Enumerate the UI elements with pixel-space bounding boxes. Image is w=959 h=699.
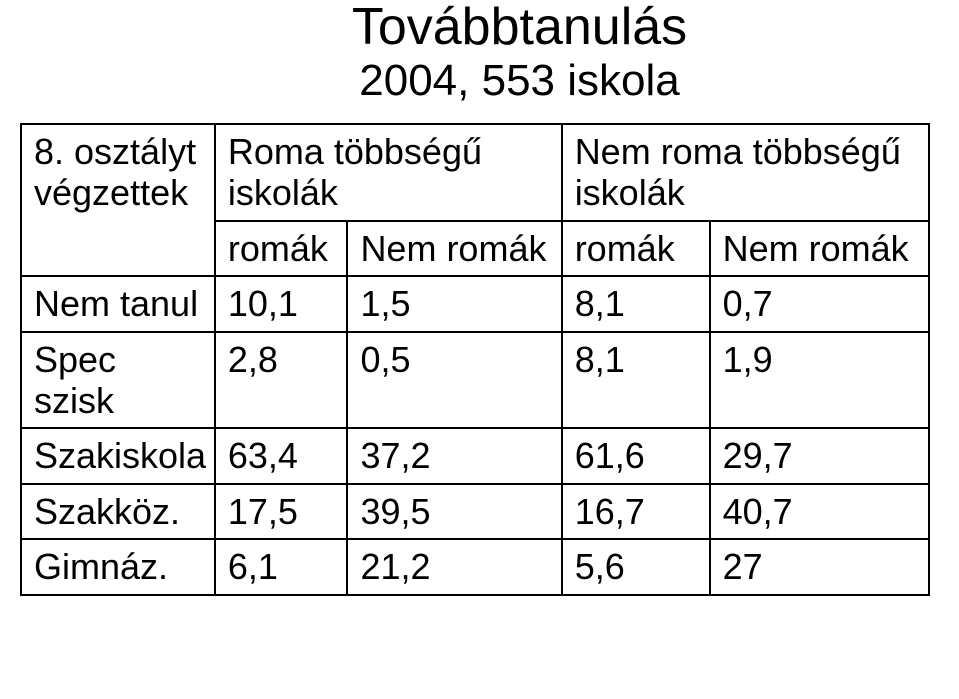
table-row: Nem tanul 10,1 1,5 8,1 0,7 [21,276,929,331]
cell-value: 6,1 [215,539,348,594]
table-row: Gimnáz. 6,1 21,2 5,6 27 [21,539,929,594]
cell-value: 1,9 [710,332,929,429]
sub-title: 2004, 553 iskola [180,57,859,105]
cell-value: 40,7 [710,484,929,539]
header-sub-2: Nem romák [347,221,561,276]
table-header-row-1: 8. osztályt végzettek Roma többségű isko… [21,124,929,221]
cell-value: 1,5 [347,276,561,331]
cell-value: 8,1 [562,332,710,429]
header-group-2: Nem roma többségű iskolák [562,124,929,221]
row-label: Gimnáz. [21,539,215,594]
cell-value: 10,1 [215,276,348,331]
table-row: Szakiskola 63,4 37,2 61,6 29,7 [21,428,929,483]
data-table: 8. osztályt végzettek Roma többségű isko… [20,123,930,596]
cell-value: 2,8 [215,332,348,429]
row-label: Szakiskola [21,428,215,483]
header-group-1: Roma többségű iskolák [215,124,562,221]
cell-value: 39,5 [347,484,561,539]
page: Továbbtanulás 2004, 553 iskola 8. osztál… [0,0,959,596]
cell-value: 27 [710,539,929,594]
cell-value: 37,2 [347,428,561,483]
row-label: Spec szisk [21,332,215,429]
cell-value: 17,5 [215,484,348,539]
cell-value: 8,1 [562,276,710,331]
cell-value: 63,4 [215,428,348,483]
header-sub-1: romák [215,221,348,276]
header-row-label: 8. osztályt végzettek [21,124,215,276]
cell-value: 29,7 [710,428,929,483]
header-sub-3: romák [562,221,710,276]
row-label: Nem tanul [21,276,215,331]
cell-value: 21,2 [347,539,561,594]
main-title: Továbbtanulás [180,0,859,55]
cell-value: 0,7 [710,276,929,331]
cell-value: 16,7 [562,484,710,539]
title-block: Továbbtanulás 2004, 553 iskola [180,0,859,105]
cell-value: 61,6 [562,428,710,483]
cell-value: 5,6 [562,539,710,594]
row-label: Szakköz. [21,484,215,539]
table-row: Spec szisk 2,8 0,5 8,1 1,9 [21,332,929,429]
cell-value: 0,5 [347,332,561,429]
header-sub-4: Nem romák [710,221,929,276]
table-row: Szakköz. 17,5 39,5 16,7 40,7 [21,484,929,539]
